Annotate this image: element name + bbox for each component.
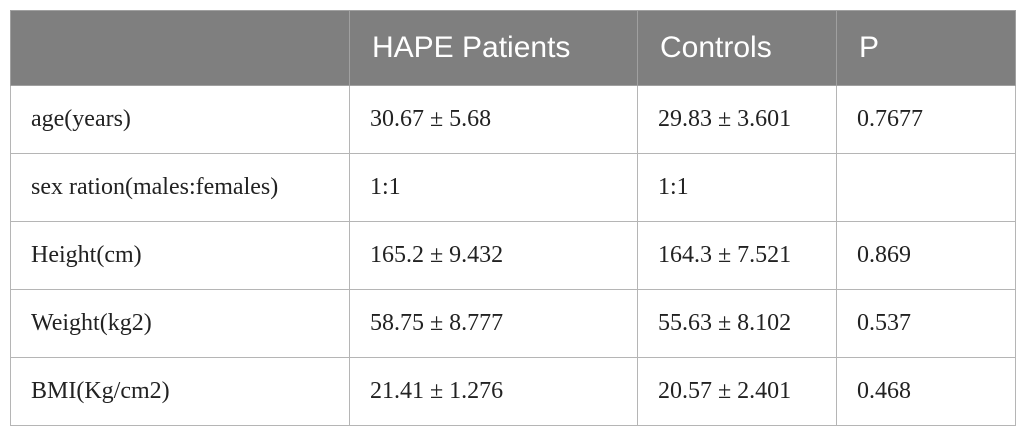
table-cell: 0.869 — [836, 221, 1016, 290]
table-row: Weight(kg2) 58.75 ± 8.777 55.63 ± 8.102 0.5… — [10, 289, 1016, 358]
table-row: age(years) 30.67 ± 5.68 29.83 ± 3.601 0.767… — [10, 85, 1016, 154]
table-row: Height(cm) 165.2 ± 9.432 164.3 ± 7.521 0.86… — [10, 221, 1016, 290]
header-cell: P — [836, 10, 1016, 86]
table-row: BMI(Kg/cm2) 21.41 ± 1.276 20.57 ± 2.401 0.4… — [10, 357, 1016, 426]
table-cell: Weight(kg2) — [10, 289, 350, 358]
table-row: sex ration(males:females) 1:1 1:1 — [10, 153, 1016, 222]
table-cell: 1:1 — [637, 153, 837, 222]
table-cell: 58.75 ± 8.777 — [349, 289, 638, 358]
table-cell: age(years) — [10, 85, 350, 154]
header-cell: Controls — [637, 10, 837, 86]
table-cell: 30.67 ± 5.68 — [349, 85, 638, 154]
table-cell: 164.3 ± 7.521 — [637, 221, 837, 290]
table-cell: Height(cm) — [10, 221, 350, 290]
table-body: age(years) 30.67 ± 5.68 29.83 ± 3.601 0.767… — [10, 85, 1016, 426]
table-cell: 29.83 ± 3.601 — [637, 85, 837, 154]
table-cell: 0.7677 — [836, 85, 1016, 154]
table-cell: 20.57 ± 2.401 — [637, 357, 837, 426]
table-cell: 1:1 — [349, 153, 638, 222]
table-cell: 55.63 ± 8.102 — [637, 289, 837, 358]
table-cell: sex ration(males:females) — [10, 153, 350, 222]
header-row: HAPE Patients Controls P — [10, 10, 1016, 86]
table-cell: 0.537 — [836, 289, 1016, 358]
header-cell: HAPE Patients — [349, 10, 638, 86]
data-table: HAPE Patients Controls P age(years) 30.67 ±… — [10, 10, 1016, 426]
table-cell: 165.2 ± 9.432 — [349, 221, 638, 290]
table-cell: 21.41 ± 1.276 — [349, 357, 638, 426]
table-cell: 0.468 — [836, 357, 1016, 426]
table-cell — [836, 153, 1016, 222]
table-cell: BMI(Kg/cm2) — [10, 357, 350, 426]
header-cell — [10, 10, 350, 86]
